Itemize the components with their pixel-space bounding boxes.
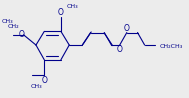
Text: CH₃: CH₃ — [67, 4, 78, 9]
Text: O: O — [117, 44, 123, 54]
Text: O: O — [124, 24, 130, 33]
Text: O: O — [18, 30, 24, 39]
Text: CH₂CH₃: CH₂CH₃ — [160, 44, 183, 49]
Text: CH₃: CH₃ — [2, 19, 13, 24]
Text: CH₂: CH₂ — [8, 24, 19, 29]
Text: O: O — [58, 8, 64, 17]
Text: CH₃: CH₃ — [30, 84, 42, 89]
Text: O: O — [41, 76, 47, 85]
